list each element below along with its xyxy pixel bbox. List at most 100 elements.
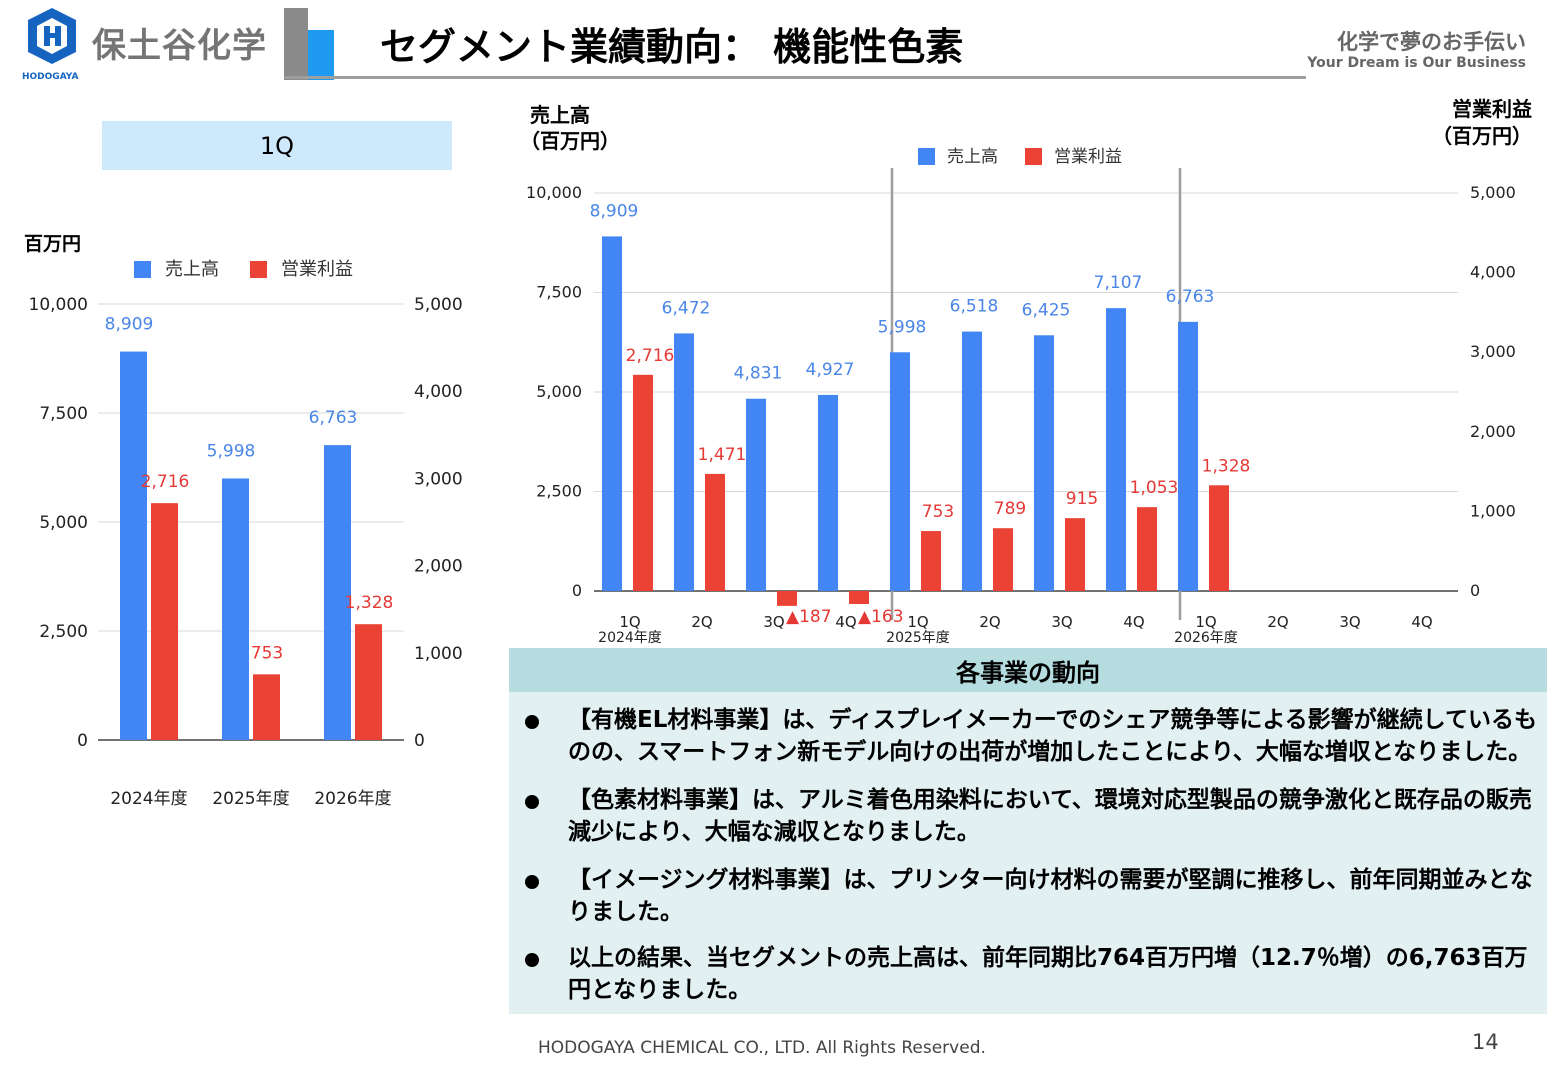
page-number: 14 bbox=[1472, 1030, 1499, 1054]
profit-bar bbox=[253, 674, 280, 740]
x-category-label: 4Q bbox=[1123, 613, 1144, 631]
y-tick-label-left: 10,000 bbox=[526, 183, 582, 202]
profit-bar bbox=[633, 374, 653, 591]
business-trend-panel bbox=[509, 648, 1547, 1014]
profit-data-label: 2,716 bbox=[141, 472, 190, 492]
y-tick-label-left: 0 bbox=[572, 581, 582, 600]
right-axis-title: 営業利益 bbox=[1452, 97, 1532, 121]
sales-data-label: 4,831 bbox=[734, 364, 783, 384]
profit-bar bbox=[705, 473, 725, 591]
title-accent-blue bbox=[308, 30, 334, 80]
right-axis-unit: （百万円） bbox=[1432, 124, 1532, 148]
company-name-en: HODOGAYA bbox=[22, 72, 79, 82]
profit-bar bbox=[921, 531, 941, 591]
y-tick-label-right: 2,000 bbox=[1470, 422, 1516, 441]
bullet-text: 以上の結果、当セグメントの売上高は、前年同期比764百万円増（12.7％増）の6… bbox=[568, 945, 1528, 1003]
sales-data-label: 6,425 bbox=[1022, 300, 1071, 320]
bullet-item: 【色素材料事業】は、アルミ着色用染料において、環境対応型製品の競争激化と既存品の… bbox=[525, 784, 1545, 848]
x-category-label: 2026年度 bbox=[314, 789, 391, 809]
profit-data-label: ▲187 bbox=[786, 607, 832, 627]
sales-bar bbox=[890, 352, 910, 591]
y-tick-label-left: 5,000 bbox=[536, 382, 582, 401]
bullet-text: 【イメージング材料事業】は、プリンター向け材料の需要が堅調に推移し、前年同期並み… bbox=[568, 867, 1533, 925]
company-logo bbox=[28, 8, 76, 64]
y-axis-unit-label: 百万円 bbox=[24, 233, 81, 255]
x-category-label: 2Q bbox=[979, 613, 1000, 631]
y-tick-label-right: 5,000 bbox=[414, 295, 463, 315]
legend-label-profit: 営業利益 bbox=[1054, 147, 1122, 167]
x-category-label: 2025年度 bbox=[212, 789, 289, 809]
sales-data-label: 6,763 bbox=[1166, 287, 1215, 307]
x-category-label: 3Q bbox=[763, 613, 784, 631]
y-tick-label-right: 3,000 bbox=[414, 469, 463, 489]
sales-data-label: 6,472 bbox=[662, 298, 711, 318]
legend-label-profit: 営業利益 bbox=[281, 259, 353, 280]
sales-data-label: 8,909 bbox=[590, 201, 639, 221]
y-tick-label-right: 1,000 bbox=[1470, 501, 1516, 520]
profit-data-label: 789 bbox=[994, 499, 1026, 519]
legend-swatch-sales bbox=[134, 261, 151, 278]
bullet-item: 【イメージング材料事業】は、プリンター向け材料の需要が堅調に推移し、前年同期並み… bbox=[525, 864, 1545, 928]
profit-bar bbox=[1137, 507, 1157, 591]
left-axis-unit: （百万円） bbox=[520, 129, 620, 153]
y-tick-label-right: 0 bbox=[414, 731, 425, 751]
sales-bar bbox=[818, 394, 838, 591]
tagline-en: Your Dream is Our Business bbox=[1307, 55, 1526, 71]
sales-bar bbox=[1178, 321, 1198, 591]
profit-data-label: 915 bbox=[1066, 489, 1098, 509]
bullet-dot-icon bbox=[525, 715, 539, 729]
bullet-item: 以上の結果、当セグメントの売上高は、前年同期比764百万円増（12.7％増）の6… bbox=[525, 942, 1545, 1006]
x-category-label: 1Q bbox=[1195, 613, 1216, 631]
sales-data-label: 6,518 bbox=[950, 297, 999, 317]
profit-bar bbox=[151, 503, 178, 740]
sales-data-label: 5,998 bbox=[207, 441, 256, 461]
sales-bar bbox=[120, 351, 147, 740]
quarter-label-box: 1Q bbox=[102, 121, 452, 170]
profit-bar-negative bbox=[777, 591, 797, 606]
sales-bar bbox=[674, 333, 694, 591]
y-tick-label-left: 2,500 bbox=[39, 622, 88, 642]
y-tick-label-left: 2,500 bbox=[536, 482, 582, 501]
y-tick-label-right: 2,000 bbox=[414, 557, 463, 577]
title-accent-grey bbox=[284, 8, 308, 80]
sales-bar bbox=[1106, 308, 1126, 591]
company-name: 保土谷化学 bbox=[92, 26, 267, 66]
profit-data-label: 1,328 bbox=[1202, 456, 1251, 476]
profit-bar-negative bbox=[849, 591, 869, 604]
x-category-label: 2Q bbox=[1267, 613, 1288, 631]
sales-data-label: 7,107 bbox=[1094, 273, 1143, 293]
y-tick-label-right: 5,000 bbox=[1470, 183, 1516, 202]
legend-swatch-profit bbox=[1025, 148, 1042, 165]
bullet-text: 【有機EL材料事業】は、ディスプレイメーカーでのシェア競争等による影響が継続して… bbox=[568, 707, 1537, 765]
sales-bar bbox=[746, 398, 766, 591]
sales-bar bbox=[962, 331, 982, 591]
bullet-item: 【有機EL材料事業】は、ディスプレイメーカーでのシェア競争等による影響が継続して… bbox=[525, 704, 1545, 768]
profit-bar bbox=[993, 528, 1013, 591]
sales-bar bbox=[1034, 335, 1054, 591]
bullet-dot-icon bbox=[525, 875, 539, 889]
title-underline bbox=[284, 76, 1306, 79]
profit-bar bbox=[355, 624, 382, 740]
x-category-label: 4Q bbox=[835, 613, 856, 631]
y-tick-label-right: 4,000 bbox=[414, 382, 463, 402]
sales-data-label: 5,998 bbox=[878, 317, 927, 337]
y-tick-label-left: 5,000 bbox=[39, 513, 88, 533]
bullet-text: 【色素材料事業】は、アルミ着色用染料において、環境対応型製品の競争激化と既存品の… bbox=[568, 787, 1532, 845]
sales-data-label: 8,909 bbox=[105, 315, 154, 335]
profit-data-label: 1,053 bbox=[1130, 478, 1179, 498]
x-category-label: 3Q bbox=[1339, 613, 1360, 631]
x-group-label: 2026年度 bbox=[1174, 630, 1238, 646]
sales-bar bbox=[222, 478, 249, 740]
y-tick-label-right: 1,000 bbox=[414, 644, 463, 664]
x-group-label: 2025年度 bbox=[886, 630, 950, 646]
profit-data-label: 753 bbox=[922, 502, 954, 522]
footer-copyright: HODOGAYA CHEMICAL CO., LTD. All Rights R… bbox=[538, 1038, 986, 1058]
x-category-label: 1Q bbox=[619, 613, 640, 631]
y-tick-label-right: 0 bbox=[1470, 581, 1480, 600]
profit-data-label: 2,716 bbox=[626, 346, 675, 366]
profit-bar bbox=[1065, 518, 1085, 591]
profit-bar bbox=[1209, 485, 1229, 591]
legend-label-sales: 売上高 bbox=[165, 259, 219, 280]
y-tick-label-left: 7,500 bbox=[39, 404, 88, 424]
y-tick-label-left: 10,000 bbox=[29, 295, 88, 315]
